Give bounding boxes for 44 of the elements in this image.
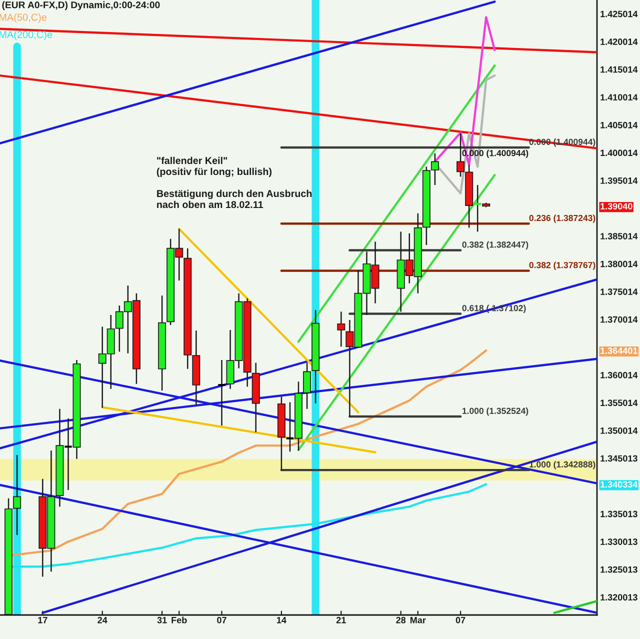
y-tick-label: 1.330013 [600, 538, 638, 545]
annotation: 0.382 (1.378767) [529, 262, 596, 270]
x-tick-label: 07 [217, 616, 226, 624]
candlestick [337, 311, 346, 348]
x-tick-label: 21 [336, 616, 346, 624]
y-tick-label: 1.335013 [600, 510, 638, 518]
annotation: 1.000 (1.352524) [462, 408, 528, 416]
x-tick-label: Feb [172, 616, 187, 624]
y-tick-label: 1.320013 [600, 594, 638, 601]
annotation: 0.618 ( 1.37102) [462, 304, 526, 313]
annotation: "fallender Keil" (positiv für long; bullish) [156, 156, 272, 178]
x-tick-label: 14 [276, 617, 286, 624]
y-tick-label: 1.360014 [600, 372, 638, 378]
y-tick-label: 1.350014 [600, 427, 638, 434]
y-tick-label: 1.385014 [600, 233, 638, 240]
x-tick-label: Mar [410, 617, 426, 624]
y-tick-label: 1.405014 [600, 122, 638, 128]
y-tick-label: 1.345013 [600, 455, 638, 462]
y-tick-label: 1.395014 [600, 177, 638, 184]
y-tick-label: 1.375014 [600, 288, 638, 295]
candlestick [303, 362, 312, 410]
annotation: 0.236 (1.387243) [529, 214, 596, 223]
y-tick-label: 1.39040 [600, 203, 632, 210]
y-tick-label: 1.380014 [600, 260, 638, 268]
x-tick-label: 24 [98, 616, 108, 624]
y-tick-label: 1.425014 [600, 10, 638, 18]
y-tick-label: 1.364401 [600, 348, 638, 354]
chart-title: (EUR A0-FX,D) Dynamic,0:00-24:00 [2, 1, 160, 10]
y-tick-label: 1.420014 [600, 38, 638, 45]
annotation: 0.000 (1.400944) [529, 138, 596, 147]
annotation: 1.000 (1.342888) [530, 461, 596, 470]
y-tick-label: 1.355014 [600, 400, 638, 406]
y-tick-label: 1.370014 [600, 316, 638, 323]
y-tick-label: 1.325013 [600, 566, 638, 573]
x-tick-label: 17 [38, 617, 48, 624]
x-tick-label: 28 [396, 616, 406, 624]
y-tick-label: 1.340334 [600, 481, 638, 488]
y-tick-label: 1.410014 [600, 94, 638, 101]
x-tick-label: 07 [456, 616, 466, 624]
y-tick-label: 1.415014 [600, 66, 638, 73]
x-tick-label: 31 [157, 616, 167, 624]
annotation: Bestätigung durch den Ausbruch nach oben am 18.02.11 [157, 190, 312, 208]
annotation: 0.382 (1.382447) [462, 241, 528, 250]
y-tick-label: 1.400014 [600, 150, 638, 156]
